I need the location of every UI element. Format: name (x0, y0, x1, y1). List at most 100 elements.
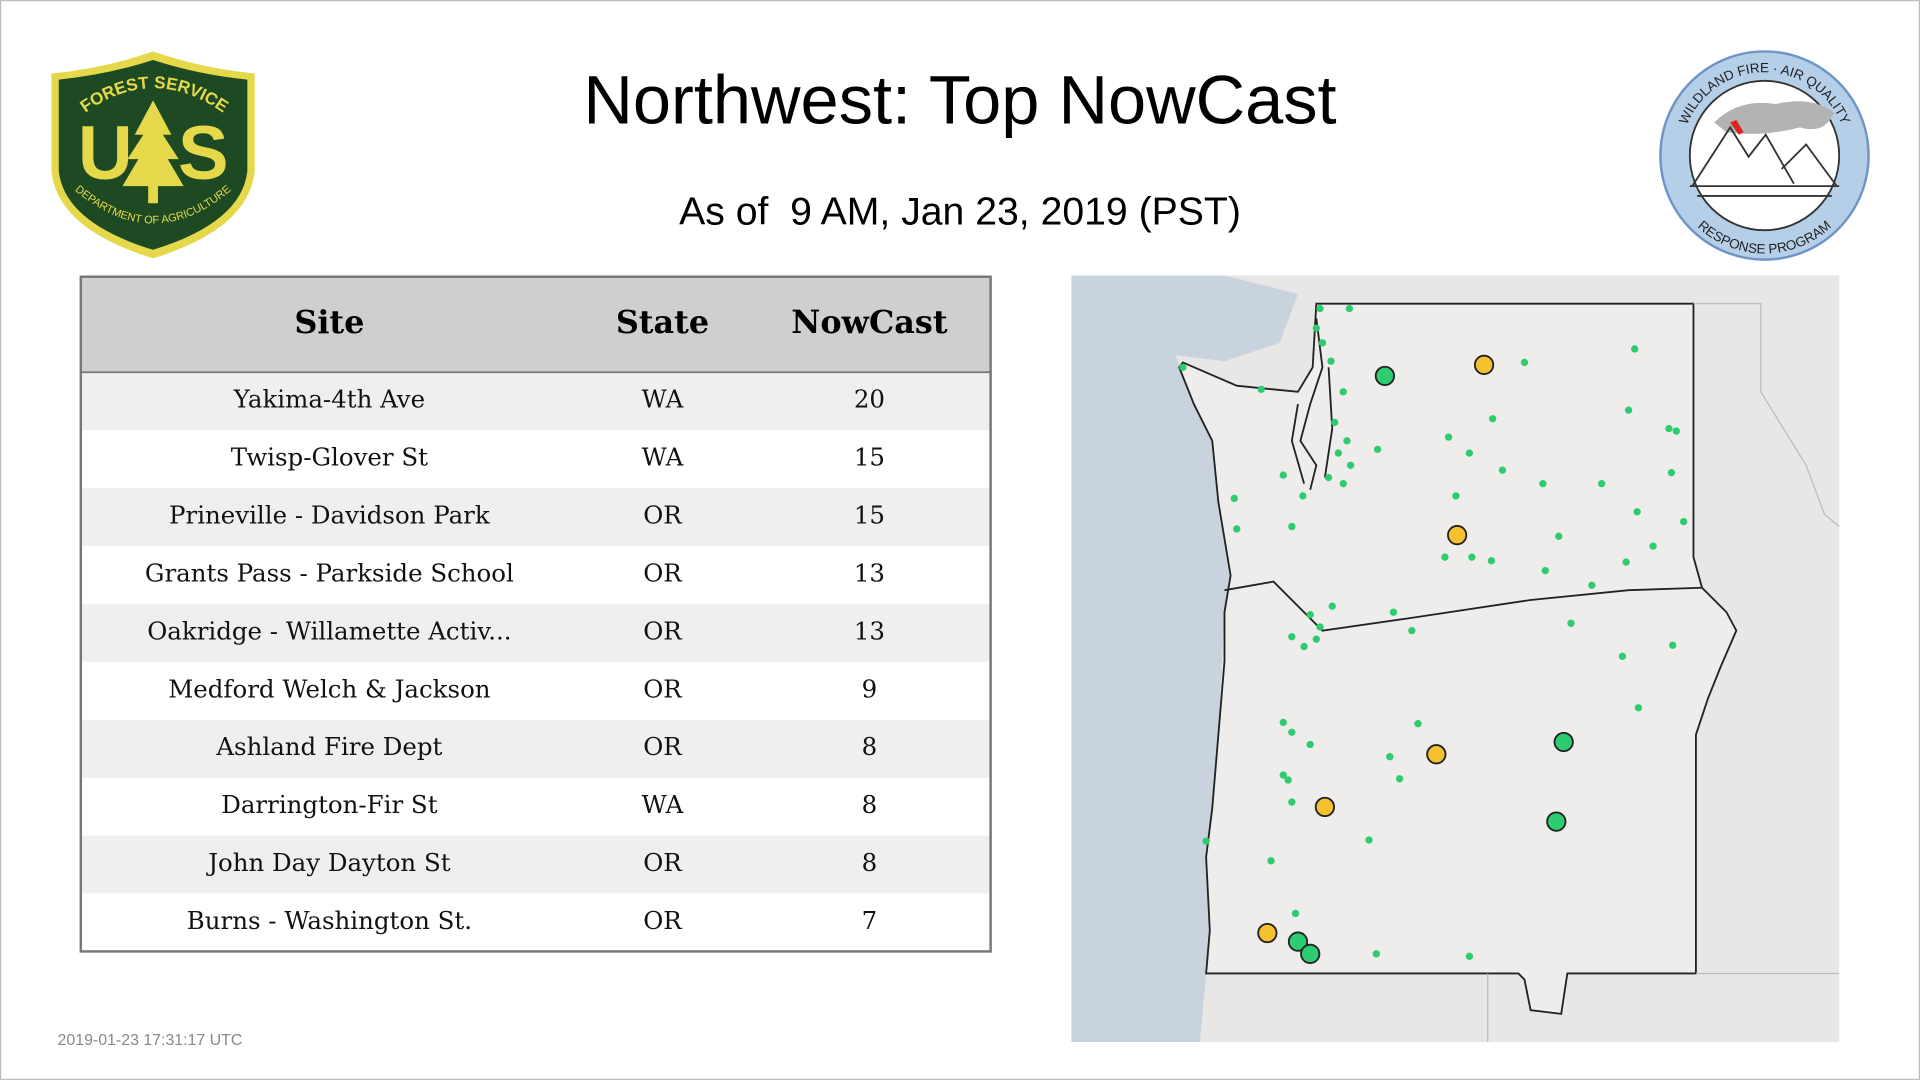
site-marker (1233, 525, 1241, 533)
site-marker (1631, 345, 1639, 353)
logo-letter: U (78, 111, 133, 196)
table-row (80, 777, 991, 836)
site-marker (1555, 532, 1563, 540)
site-marker (1316, 304, 1324, 313)
site-marker (1597, 480, 1606, 488)
table-row (80, 661, 991, 720)
site-marker (1365, 836, 1373, 844)
table-cell: 7 (862, 906, 878, 935)
site-marker (1300, 642, 1308, 651)
table-row (80, 835, 991, 894)
site-marker (1230, 494, 1238, 503)
table-cell: 8 (862, 732, 878, 761)
site-marker (1373, 445, 1382, 454)
site-marker (1498, 466, 1507, 474)
site-marker (1389, 608, 1398, 616)
table-row (80, 893, 991, 952)
table-cell: WA (642, 385, 684, 414)
table-row (80, 719, 991, 778)
table-cell: 9 (862, 674, 878, 703)
site-marker (1288, 798, 1296, 806)
table-cell: Yakima-4th Ave (233, 385, 425, 414)
table-cell: 13 (854, 616, 885, 645)
site-marker (1372, 950, 1380, 958)
site-marker (1288, 522, 1296, 531)
site-marker (1452, 492, 1460, 500)
site-marker (1668, 641, 1677, 649)
site-marker (1316, 623, 1324, 631)
site-marker (1488, 415, 1497, 423)
tree (122, 100, 184, 204)
table-border (79, 275, 992, 953)
site-marker-large (1300, 943, 1321, 964)
site-marker (1618, 652, 1627, 660)
site-marker (1339, 388, 1347, 396)
site-marker (1649, 542, 1657, 550)
site-marker (1680, 517, 1688, 526)
site-marker (1279, 471, 1287, 479)
column-header: State (616, 303, 709, 341)
table-cell: Grants Pass - Parkside School (145, 558, 514, 587)
site-marker (1441, 553, 1449, 561)
site-marker-large (1426, 744, 1447, 765)
site-marker (1288, 633, 1296, 641)
site-marker (1665, 424, 1673, 433)
table-cell: OR (643, 501, 683, 530)
site-marker (1541, 566, 1549, 575)
site-marker (1327, 357, 1335, 365)
site-marker (1343, 437, 1351, 445)
site-marker (1624, 406, 1633, 414)
site-marker (1279, 771, 1287, 779)
site-marker-large (1553, 731, 1574, 753)
site-marker (1487, 557, 1496, 565)
table-cell: OR (643, 674, 683, 703)
site-marker-large (1447, 525, 1468, 546)
timestamp: 2019-01-23 17:31:17 UTC (58, 1032, 243, 1049)
site-marker (1465, 952, 1474, 960)
site-marker (1414, 720, 1422, 728)
site-marker (1312, 324, 1320, 332)
table-cell: 13 (854, 558, 885, 587)
table-cell: OR (643, 558, 683, 587)
table-row (80, 372, 991, 431)
site-marker (1299, 492, 1307, 500)
site-marker (1667, 468, 1676, 477)
title: Northwest: Top NowCast (583, 61, 1336, 138)
site-marker-large (1257, 922, 1278, 944)
map (1071, 275, 1840, 1043)
site-marker (1288, 728, 1296, 736)
site-marker (1179, 363, 1187, 372)
site-marker (1622, 558, 1630, 566)
neighbor-borders (1487, 303, 1840, 1043)
table: Site State NowCast Yakima-4th Ave WA 20 Twisp-… (79, 275, 992, 953)
table-row (80, 430, 991, 489)
site-marker (1588, 581, 1596, 589)
table-cell: 8 (862, 790, 878, 819)
table-row (80, 603, 991, 662)
table-row (80, 488, 991, 546)
site-marker (1279, 718, 1287, 727)
site-marker (1331, 418, 1339, 427)
table-cell: OR (643, 616, 683, 645)
wildland-fire-logo: WILDLAND FIRE · AIR QUALITY RESPONSE PRO… (1659, 50, 1870, 261)
column-header: Site (294, 303, 364, 341)
site-marker (1633, 508, 1641, 516)
state-border (1224, 580, 1703, 632)
forest-service-logo: FOREST SERVICE U S DEPARTMENT OF AGRICUL… (51, 51, 255, 259)
site-marker (1520, 358, 1529, 367)
site-marker (1408, 626, 1416, 635)
table-cell: Oakridge - Willamette Activ... (147, 616, 511, 645)
top-site-markers (1257, 354, 1574, 964)
table-cell: Twisp-Glover St (231, 443, 428, 472)
site-marker (1318, 339, 1327, 347)
header-row (80, 276, 991, 373)
site-marker (1312, 635, 1320, 643)
site-marker (1267, 857, 1275, 865)
table-cell: Prineville - Davidson Park (169, 501, 490, 530)
table-cell: Darrington-Fir St (221, 790, 437, 819)
smoke (1714, 101, 1835, 134)
table-cell: 15 (854, 443, 885, 472)
table-cell: Medford Welch & Jackson (168, 674, 491, 703)
